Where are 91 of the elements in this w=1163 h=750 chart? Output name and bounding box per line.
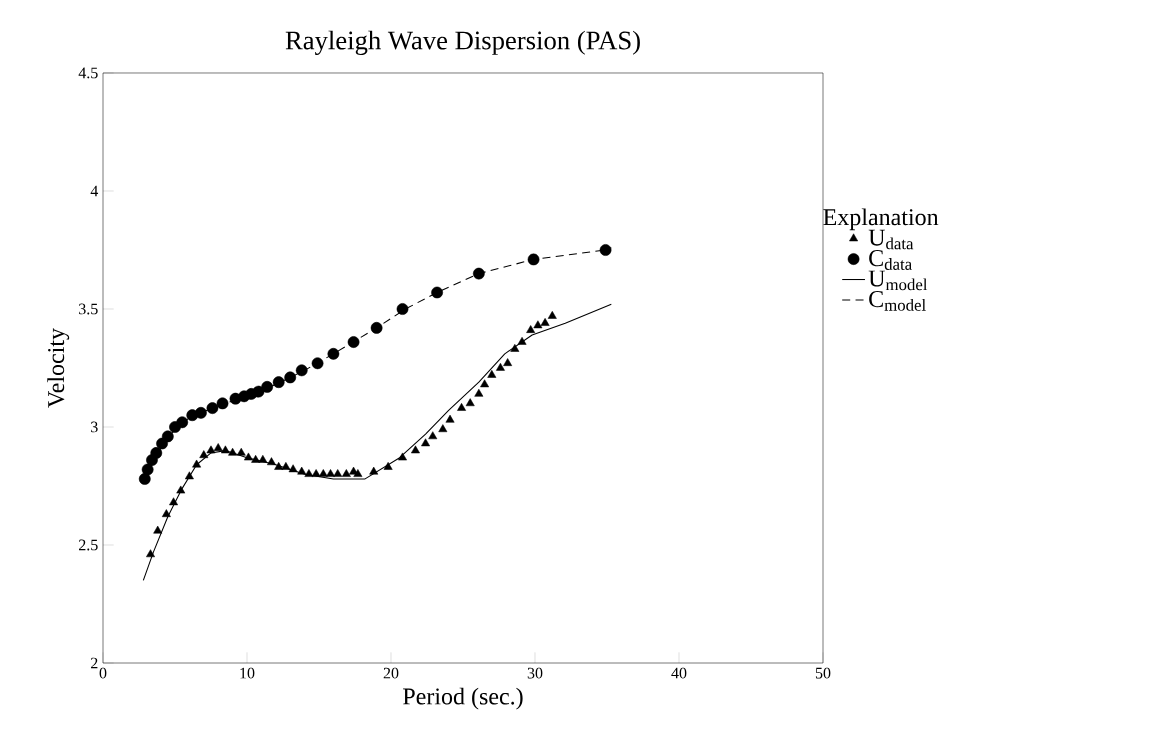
point [353, 469, 363, 477]
point [445, 414, 455, 423]
point [251, 454, 261, 463]
y-tick-label: 3.5 [79, 303, 98, 315]
point [326, 469, 335, 477]
y-tick-label: 4 [90, 185, 99, 197]
point [258, 454, 268, 463]
point [431, 286, 443, 299]
point [318, 469, 328, 477]
point [206, 445, 216, 454]
point [199, 450, 209, 458]
point [261, 381, 274, 393]
point [272, 376, 285, 389]
x-tick-label: 30 [527, 667, 543, 679]
point [428, 431, 438, 440]
legend-label: C$_{data}$ [869, 250, 912, 270]
x-tick-label: 10 [240, 667, 255, 679]
point [161, 509, 171, 517]
point [244, 452, 253, 461]
point [295, 364, 308, 377]
point [398, 452, 407, 461]
chart-title: Rayleigh Wave Dispersion (PAS) [285, 30, 640, 55]
point [472, 267, 485, 280]
point [438, 424, 448, 433]
legend-label: U$_{model}$ [868, 270, 928, 291]
point [487, 370, 497, 378]
y-tick-label: 3 [91, 421, 98, 433]
point [503, 358, 513, 366]
point [169, 497, 178, 506]
point [396, 303, 409, 315]
point [527, 253, 540, 266]
point [150, 447, 163, 459]
point [474, 388, 484, 397]
point [213, 443, 223, 451]
point [304, 469, 314, 477]
line-series [142, 303, 612, 581]
point [311, 357, 324, 370]
point [281, 462, 291, 470]
point [599, 244, 612, 256]
point [383, 462, 393, 470]
point [146, 549, 155, 558]
point [327, 347, 340, 360]
point [510, 344, 520, 352]
point [220, 445, 230, 454]
x-tick-label: 50 [815, 667, 831, 679]
point [176, 416, 189, 429]
point [288, 464, 298, 473]
point [267, 457, 276, 466]
point [496, 362, 505, 371]
point [533, 320, 543, 329]
point [176, 485, 186, 494]
y-tick-label: 4.5 [78, 67, 98, 79]
legend-label: C$_{model}$ [869, 291, 926, 311]
point [192, 459, 202, 468]
point [161, 430, 174, 443]
point [369, 466, 379, 475]
point [228, 447, 238, 456]
point [284, 371, 297, 384]
point [480, 379, 490, 388]
x-tick-label: 0 [99, 667, 107, 679]
point [411, 445, 420, 454]
point [526, 325, 536, 333]
x-axis-title: Period (sec.) [403, 687, 523, 710]
point [517, 336, 527, 345]
point [421, 438, 430, 447]
point [184, 471, 194, 480]
point [370, 322, 383, 334]
point [206, 402, 219, 414]
point [274, 462, 284, 470]
point [252, 385, 265, 398]
point [540, 318, 550, 326]
point [216, 397, 229, 410]
point [547, 311, 557, 319]
point [141, 463, 154, 476]
point [297, 466, 307, 475]
x-tick-label: 40 [671, 667, 687, 679]
y-tick-label: 2.5 [79, 539, 98, 551]
legend-title: Explanation [823, 208, 939, 231]
point [333, 469, 343, 477]
point [195, 406, 207, 419]
point [311, 469, 321, 477]
point [236, 447, 246, 456]
point [457, 403, 466, 411]
point [341, 469, 351, 477]
x-tick-label: 20 [383, 667, 399, 679]
legend-label: U$_{data}$ [868, 229, 914, 250]
point [465, 398, 475, 407]
point [153, 525, 163, 534]
y-tick-label: 2 [91, 657, 98, 669]
y-axis-title: Velocity [47, 328, 70, 408]
point [347, 336, 360, 348]
